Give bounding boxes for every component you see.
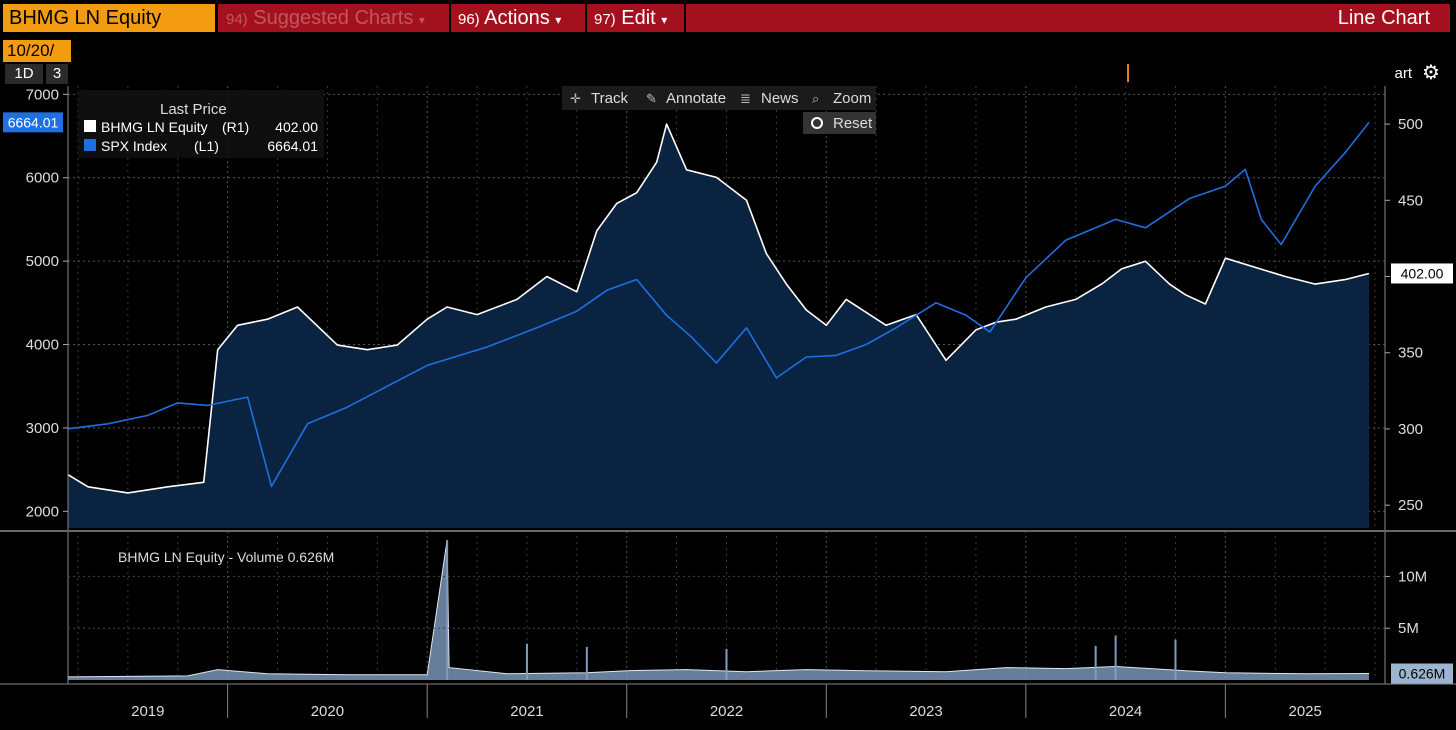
menu-number: 96) xyxy=(458,11,480,28)
dropdown-arrow-icon: ▾ xyxy=(418,13,425,27)
chart-type-label: Line Chart xyxy=(1337,7,1430,29)
x-axis-year-label: 2020 xyxy=(311,703,344,720)
volume-last-value-label: 0.626M xyxy=(1399,666,1446,682)
legend: Last Price BHMG LN Equity (R1) 402.00 SP… xyxy=(78,90,324,158)
orange-marker xyxy=(1127,64,1129,82)
axes: 2000300040005000600070002503003504004505… xyxy=(0,86,1456,685)
legend-background xyxy=(78,90,324,158)
volume-panel: 5M 10M 0.626M xyxy=(67,540,1453,684)
reset-button[interactable]: Reset xyxy=(833,115,873,132)
left-axis-tick-label: 4000 xyxy=(26,337,59,354)
menu-divider xyxy=(585,4,587,32)
right-axis-tick-label: 250 xyxy=(1398,497,1423,514)
menu-label: Actions xyxy=(484,7,550,29)
range-button-1d[interactable]: 1D xyxy=(5,64,43,84)
dropdown-arrow-icon: ▾ xyxy=(555,13,562,27)
zoom-button[interactable]: Zoom xyxy=(833,90,871,107)
menu-number: 97) xyxy=(594,11,616,28)
annotate-button[interactable]: Annotate xyxy=(666,90,726,107)
left-last-value-badge xyxy=(3,112,63,133)
menu-label: Suggested Charts xyxy=(253,7,414,29)
menu-divider xyxy=(449,4,451,32)
left-axis-tick-label: 2000 xyxy=(26,503,59,520)
volume-line xyxy=(67,540,1370,678)
chart-settings-button[interactable]: art xyxy=(1394,65,1412,82)
legend-swatch-bhmg xyxy=(84,120,96,132)
x-axis: 2019 2020 2021 2022 2023 2024 2025 xyxy=(131,684,1322,720)
volume-title: BHMG LN Equity - Volume 0.626M xyxy=(118,549,334,565)
news-button[interactable]: News xyxy=(761,90,799,107)
menu-number: 94) xyxy=(226,11,248,28)
zoom-icon: ⌕ xyxy=(812,91,819,106)
legend-axis-spx: (L1) xyxy=(194,138,219,154)
top-bar: BHMG LN Equity 94) Suggested Charts ▾ 96… xyxy=(0,0,1456,34)
ticker-field[interactable]: BHMG LN Equity xyxy=(3,4,215,32)
menu-bar: 94) Suggested Charts ▾ 96) Actions ▾ 97)… xyxy=(218,4,1450,32)
track-button[interactable]: Track xyxy=(591,90,628,107)
x-axis-year-label: 2025 xyxy=(1288,703,1321,720)
price-lines xyxy=(67,121,1370,494)
legend-title: Last Price xyxy=(160,101,227,118)
right-axis-tick-label: 350 xyxy=(1398,345,1423,362)
right-last-value-badge xyxy=(1391,263,1453,284)
x-axis-year-label: 2024 xyxy=(1109,703,1142,720)
left-axis-tick-label: 6000 xyxy=(26,170,59,187)
x-axis-year-label: 2019 xyxy=(131,703,164,720)
right-axis-tick-label: 500 xyxy=(1398,116,1423,133)
right-last-value-label: 402.00 xyxy=(1401,265,1444,281)
legend-name-spx: SPX Index xyxy=(101,138,167,154)
x-axis-year-label: 2022 xyxy=(710,703,743,720)
toolbar-background xyxy=(562,86,876,110)
menu-actions[interactable]: 96) Actions ▾ xyxy=(458,4,561,32)
menu-edit[interactable]: 97) Edit ▾ xyxy=(594,4,667,32)
annotate-icon: ✎ xyxy=(646,91,657,106)
left-axis-tick-label: 5000 xyxy=(26,253,59,270)
volume-last-value-badge xyxy=(1391,663,1453,684)
left-axis-tick-label: 3000 xyxy=(26,420,59,437)
legend-last-spx: 6664.01 xyxy=(267,138,318,154)
menu-label: Edit xyxy=(621,7,656,29)
x-axis-year-label: 2023 xyxy=(909,703,942,720)
bhmg-line xyxy=(67,123,1370,494)
menu-suggested-charts[interactable]: 94) Suggested Charts ▾ xyxy=(226,4,425,32)
x-axis-year-label: 2021 xyxy=(510,703,543,720)
start-date-field[interactable]: 10/20/ xyxy=(3,40,71,62)
range-button-3[interactable]: 3 xyxy=(46,64,68,84)
legend-swatch-spx xyxy=(84,139,96,151)
right-axis-tick-label: 450 xyxy=(1398,192,1423,209)
left-axis-tick-label: 7000 xyxy=(26,86,59,103)
news-icon: ≣ xyxy=(740,91,751,106)
bhmg-area xyxy=(68,124,1369,528)
legend-axis-bhmg: (R1) xyxy=(222,119,249,135)
legend-last-bhmg: 402.00 xyxy=(275,119,318,135)
volume-axis-tick-label: 10M xyxy=(1398,568,1427,585)
gear-icon[interactable]: ⚙ xyxy=(1422,62,1440,84)
right-axis-tick-label: 300 xyxy=(1398,421,1423,438)
track-icon: ✛ xyxy=(570,91,581,106)
left-last-value-label: 6664.01 xyxy=(8,114,59,130)
legend-name-bhmg: BHMG LN Equity xyxy=(101,119,208,135)
menu-divider xyxy=(684,4,686,32)
volume-axis-tick-label: 5M xyxy=(1398,620,1419,637)
reset-button-background[interactable] xyxy=(803,112,876,134)
price-area xyxy=(68,124,1369,528)
dropdown-arrow-icon: ▾ xyxy=(661,13,668,27)
spx-line xyxy=(67,121,1370,488)
reset-icon xyxy=(811,117,823,129)
chart-toolbar: ✛ Track ✎ Annotate ≣ News ⌕ Zoom Reset xyxy=(562,86,876,134)
